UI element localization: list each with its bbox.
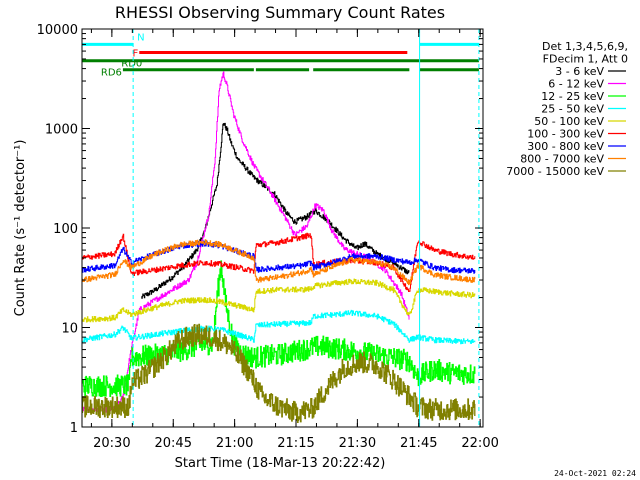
legend-title-line: Det 1,3,4,5,6,9, [542, 40, 628, 53]
legend: Det 1,3,4,5,6,9,FDecim 1, Att 03 - 6 keV… [506, 40, 628, 178]
series-line-6 [82, 232, 476, 292]
series-line-9 [82, 323, 476, 424]
state-bar-label-n: N [137, 32, 144, 43]
state-bar-label-f: F [133, 49, 139, 60]
y-tick-label: 100 [53, 222, 78, 237]
x-tick-label: 22:00 [461, 436, 498, 451]
legend-title-line: FDecim 1, Att 0 [543, 53, 628, 66]
legend-entry-label: 50 - 100 keV [534, 115, 604, 128]
x-axis-label: Start Time (18-Mar-13 20:22:42) [175, 456, 386, 471]
legend-entry-label: 800 - 7000 keV [520, 153, 604, 166]
date-stamp: 24-Oct-2021 02:24 [554, 469, 636, 478]
legend-entry-label: 25 - 50 keV [541, 103, 604, 116]
series-line-5 [82, 278, 476, 323]
series-line-4 [82, 309, 476, 345]
series-line-3 [82, 260, 476, 397]
x-tick-label: 21:00 [216, 436, 253, 451]
x-tick-label: 20:30 [93, 436, 130, 451]
y-axis-label: Count Rate (s⁻¹ detector⁻¹) [13, 140, 28, 317]
legend-entry-label: 6 - 12 keV [548, 78, 604, 91]
x-tick-label: 20:45 [155, 436, 192, 451]
legend-entry-label: 100 - 300 keV [527, 128, 604, 141]
x-tick-label: 21:15 [277, 436, 314, 451]
legend-entry-label: 3 - 6 keV [555, 65, 604, 78]
state-bar-label-rd0: RD0 [121, 59, 142, 70]
legend-entry-label: 7000 - 15000 keV [506, 165, 604, 178]
x-tick-label: 21:30 [339, 436, 376, 451]
x-tick-label: 21:45 [400, 436, 437, 451]
y-tick-label: 10 [61, 322, 78, 337]
y-tick-label: 1 [70, 421, 78, 436]
chart-title: RHESSI Observing Summary Count Rates [115, 3, 445, 22]
state-bar-label-rd6: RD6 [101, 68, 122, 79]
y-tick-label: 1000 [45, 123, 78, 138]
legend-entry-label: 12 - 25 keV [541, 90, 604, 103]
y-tick-label: 10000 [37, 23, 78, 38]
legend-entry-label: 300 - 800 keV [527, 140, 604, 153]
series-line-8 [82, 239, 476, 286]
